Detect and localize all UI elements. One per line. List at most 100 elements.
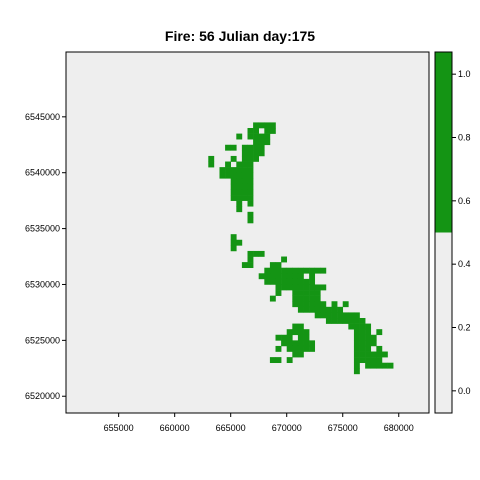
burned-cell [292,323,299,330]
burned-cell [258,250,265,257]
burned-cell [275,290,282,296]
burned-cell [269,262,276,269]
burned-cell [286,284,293,291]
burned-cell [225,172,231,179]
burned-cell [303,284,310,291]
burned-cell [309,340,316,347]
burned-cell [297,334,304,341]
burned-cell [292,329,299,336]
burned-cell [258,150,265,157]
burned-cell [353,357,360,364]
plot-panel [65,51,430,414]
burned-cell [303,334,310,341]
burned-cell [303,345,310,352]
burned-cell [314,295,321,302]
burned-cell [241,195,248,201]
burned-cell [236,172,243,179]
burned-cell [275,267,282,274]
burned-cell [353,312,360,319]
burned-cell [314,290,321,296]
burned-cell [225,144,231,151]
burned-cell [331,318,338,324]
burned-cell [359,351,366,358]
burned-cell [297,290,304,296]
burned-cell [286,345,293,352]
burned-cell [281,334,288,341]
burned-cell [247,144,254,151]
burned-cell [241,144,248,151]
burned-cell [253,150,259,157]
burned-cell [247,195,254,201]
y-tick-label: 6540000 [25,168,60,178]
burned-cell [331,312,338,319]
chart-title: Fire: 56 Julian day:175 [165,28,315,44]
burned-cell [264,133,271,140]
burned-cell [365,334,372,341]
burned-cell [269,278,276,285]
burned-cell [292,267,299,274]
burned-cell [286,340,293,347]
burned-cell [275,278,282,285]
burned-cell [342,312,349,319]
burned-cell [275,284,282,291]
burned-cell [342,318,349,324]
y-axis: 6520000 6525000 6530000 6535000 6540000 65450… [25,112,66,401]
y-tick-label: 6535000 [25,224,60,234]
burned-cell [353,368,360,375]
burned-cell [353,318,360,324]
burned-cell [281,256,288,263]
burned-cell [359,329,366,336]
burned-cell [359,334,366,341]
burned-cell [286,329,293,336]
burned-cell [269,273,276,280]
burned-cell [230,245,237,252]
burned-cell [247,150,254,157]
y-tick-label: 6530000 [25,279,60,289]
burned-cell [297,340,304,347]
burned-cell [275,334,282,341]
burned-cell [376,351,383,358]
burned-cell [253,122,259,129]
burned-cell [309,290,316,296]
burned-cell [376,357,383,364]
colorbar-tick-label: 0.4 [458,259,471,269]
burned-cell [359,357,366,364]
burned-cell [241,172,248,179]
burned-cell [348,323,355,330]
burned-cell [353,329,360,336]
burned-cell [381,351,388,358]
burned-cell [208,155,215,162]
burned-cell [241,178,248,185]
burned-cell [253,139,259,146]
burned-cell [253,128,259,134]
burned-cell [230,195,237,201]
burned-cell [286,357,293,364]
burned-cell [258,273,265,280]
burned-cell [359,345,366,352]
burned-cell [365,345,372,352]
burned-cell [353,340,360,347]
colorbar-ticks: 0.0 0.2 0.4 0.6 0.8 1.0 [452,69,471,396]
colorbar-high-segment [435,52,452,233]
burned-cell [359,340,366,347]
burned-cell [264,267,271,274]
burned-cell [247,256,254,263]
burned-cell [286,334,293,341]
burned-cell [292,301,299,308]
burned-cells [208,122,394,375]
burned-cell [348,312,355,319]
colorbar-frame [434,51,453,414]
burned-cell [269,128,276,134]
burned-cell [320,301,327,308]
burned-cell [376,345,383,352]
burned-cell [292,295,299,302]
burned-cell [320,306,327,313]
burned-cell [353,351,360,358]
burned-cell [208,161,215,168]
y-tick-label: 6520000 [25,391,60,401]
burned-cell [230,189,237,196]
colorbar-tick-label: 0.6 [458,196,471,206]
burned-cell [247,167,254,174]
burned-cell [286,273,293,280]
burned-cell [337,312,344,319]
